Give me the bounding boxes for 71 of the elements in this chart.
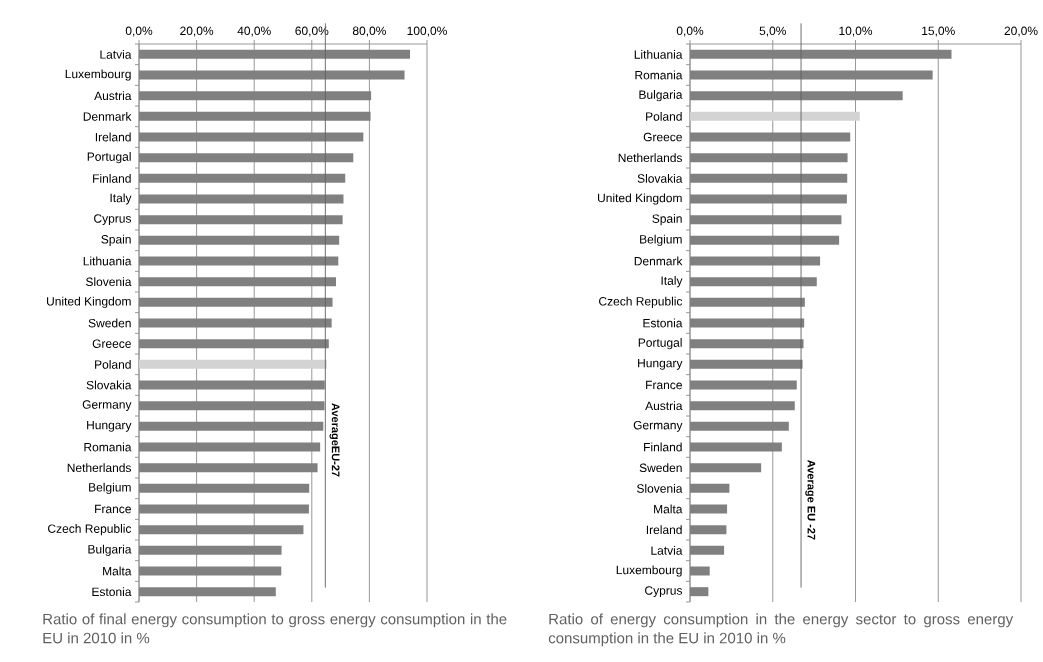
y-tick-label: Denmark [83, 111, 132, 121]
x-tick-label: 20,0% [1004, 26, 1038, 37]
y-tick-label: Slovakia [86, 380, 132, 390]
y-tick-label: Austria [645, 401, 683, 411]
x-tick-label: 60,0% [295, 26, 329, 37]
x-tick-label: 0,0% [676, 26, 704, 37]
y-tick-label: Germany [633, 420, 683, 432]
text: Ratio of final energy consumption to gross energy consumption in the EU in 2010 in % [43, 613, 507, 644]
ref-line-label: Average EU -27 [805, 460, 816, 540]
text: Ratio of energy consumption in the energy sector to gross energy consumption in the EU in 2010 in % [548, 613, 1014, 647]
y-tick-label: Estonia [643, 318, 683, 328]
y-tick-label: Finland [93, 173, 131, 183]
x-tick-label: 100,0% [407, 26, 447, 37]
y-tick-label: Sweden [88, 318, 131, 328]
y-tick-label: Netherlands [618, 153, 683, 163]
y-tick-label: Poland [95, 359, 131, 369]
y-tick-label: Belgium [89, 482, 131, 494]
y-tick-label: Estonia [92, 587, 132, 597]
y-tick-label: Spain [101, 234, 131, 246]
y-tick-label: Romania [635, 70, 683, 80]
y-tick-label: Malta [654, 504, 683, 514]
y-tick-label: Malta [103, 566, 132, 576]
y-tick-label: Hungary [638, 358, 683, 370]
y-tick-label: Latvia [651, 545, 683, 555]
y-tick-label: Portugal [638, 338, 682, 350]
y-tick-label: Luxembourg [65, 69, 131, 81]
y-tick-label: Czech Republic [599, 296, 683, 308]
y-tick-label: Italy [661, 276, 683, 288]
y-tick-label: Lithuania [634, 49, 683, 59]
y-tick-label: Cyprus [645, 586, 683, 598]
x-tick-label: 40,0% [237, 26, 271, 37]
y-tick-label: Greece [643, 132, 682, 142]
y-tick-label: Denmark [634, 256, 683, 266]
x-tick-label: 0,0% [125, 26, 153, 37]
x-tick-label: 15,0% [922, 26, 955, 37]
ref-line-label: AverageEU-27 [329, 403, 340, 477]
y-tick-label: Portugal [87, 152, 131, 164]
y-tick-label: Hungary [87, 420, 132, 432]
y-tick-label: United Kingdom [47, 296, 131, 308]
x-tick-label: 20,0% [180, 26, 214, 37]
y-tick-label: Ireland [95, 132, 131, 142]
y-tick-label: Poland [646, 111, 682, 121]
y-tick-label: Slovenia [85, 277, 132, 287]
y-tick-label: Cyprus [94, 214, 132, 226]
y-tick-label: Germany [82, 400, 132, 412]
y-tick-label: Netherlands [67, 463, 132, 473]
x-tick-label: 10,0% [839, 26, 873, 37]
y-tick-label: Greece [92, 339, 131, 348]
y-tick-label: Finland [644, 442, 682, 452]
bar [690, 111, 860, 121]
y-tick-label: France [646, 380, 682, 390]
y-tick-label: Sweden [639, 463, 682, 473]
y-tick-label: Czech Republic [48, 524, 132, 536]
bar [139, 359, 327, 369]
y-tick-label: Austria [94, 91, 132, 101]
y-tick-label: France [95, 504, 131, 514]
y-tick-label: Slovakia [637, 173, 683, 183]
y-tick-label: Luxembourg [616, 565, 682, 577]
y-tick-label: Italy [110, 193, 132, 205]
x-tick-label: 80,0% [352, 26, 386, 37]
y-tick-label: Bulgaria [639, 90, 683, 102]
y-tick-label: Latvia [100, 49, 132, 59]
y-tick-label: Lithuania [83, 256, 132, 266]
y-tick-label: Belgium [640, 234, 682, 246]
y-tick-label: Bulgaria [88, 544, 132, 556]
y-tick-label: Spain [652, 214, 682, 226]
x-tick-label: 5,0% [759, 26, 786, 37]
y-tick-label: Ireland [646, 525, 682, 535]
y-tick-label: United Kingdom [598, 193, 682, 205]
y-tick-label: Romania [84, 442, 132, 452]
y-tick-label: Slovenia [636, 483, 683, 493]
